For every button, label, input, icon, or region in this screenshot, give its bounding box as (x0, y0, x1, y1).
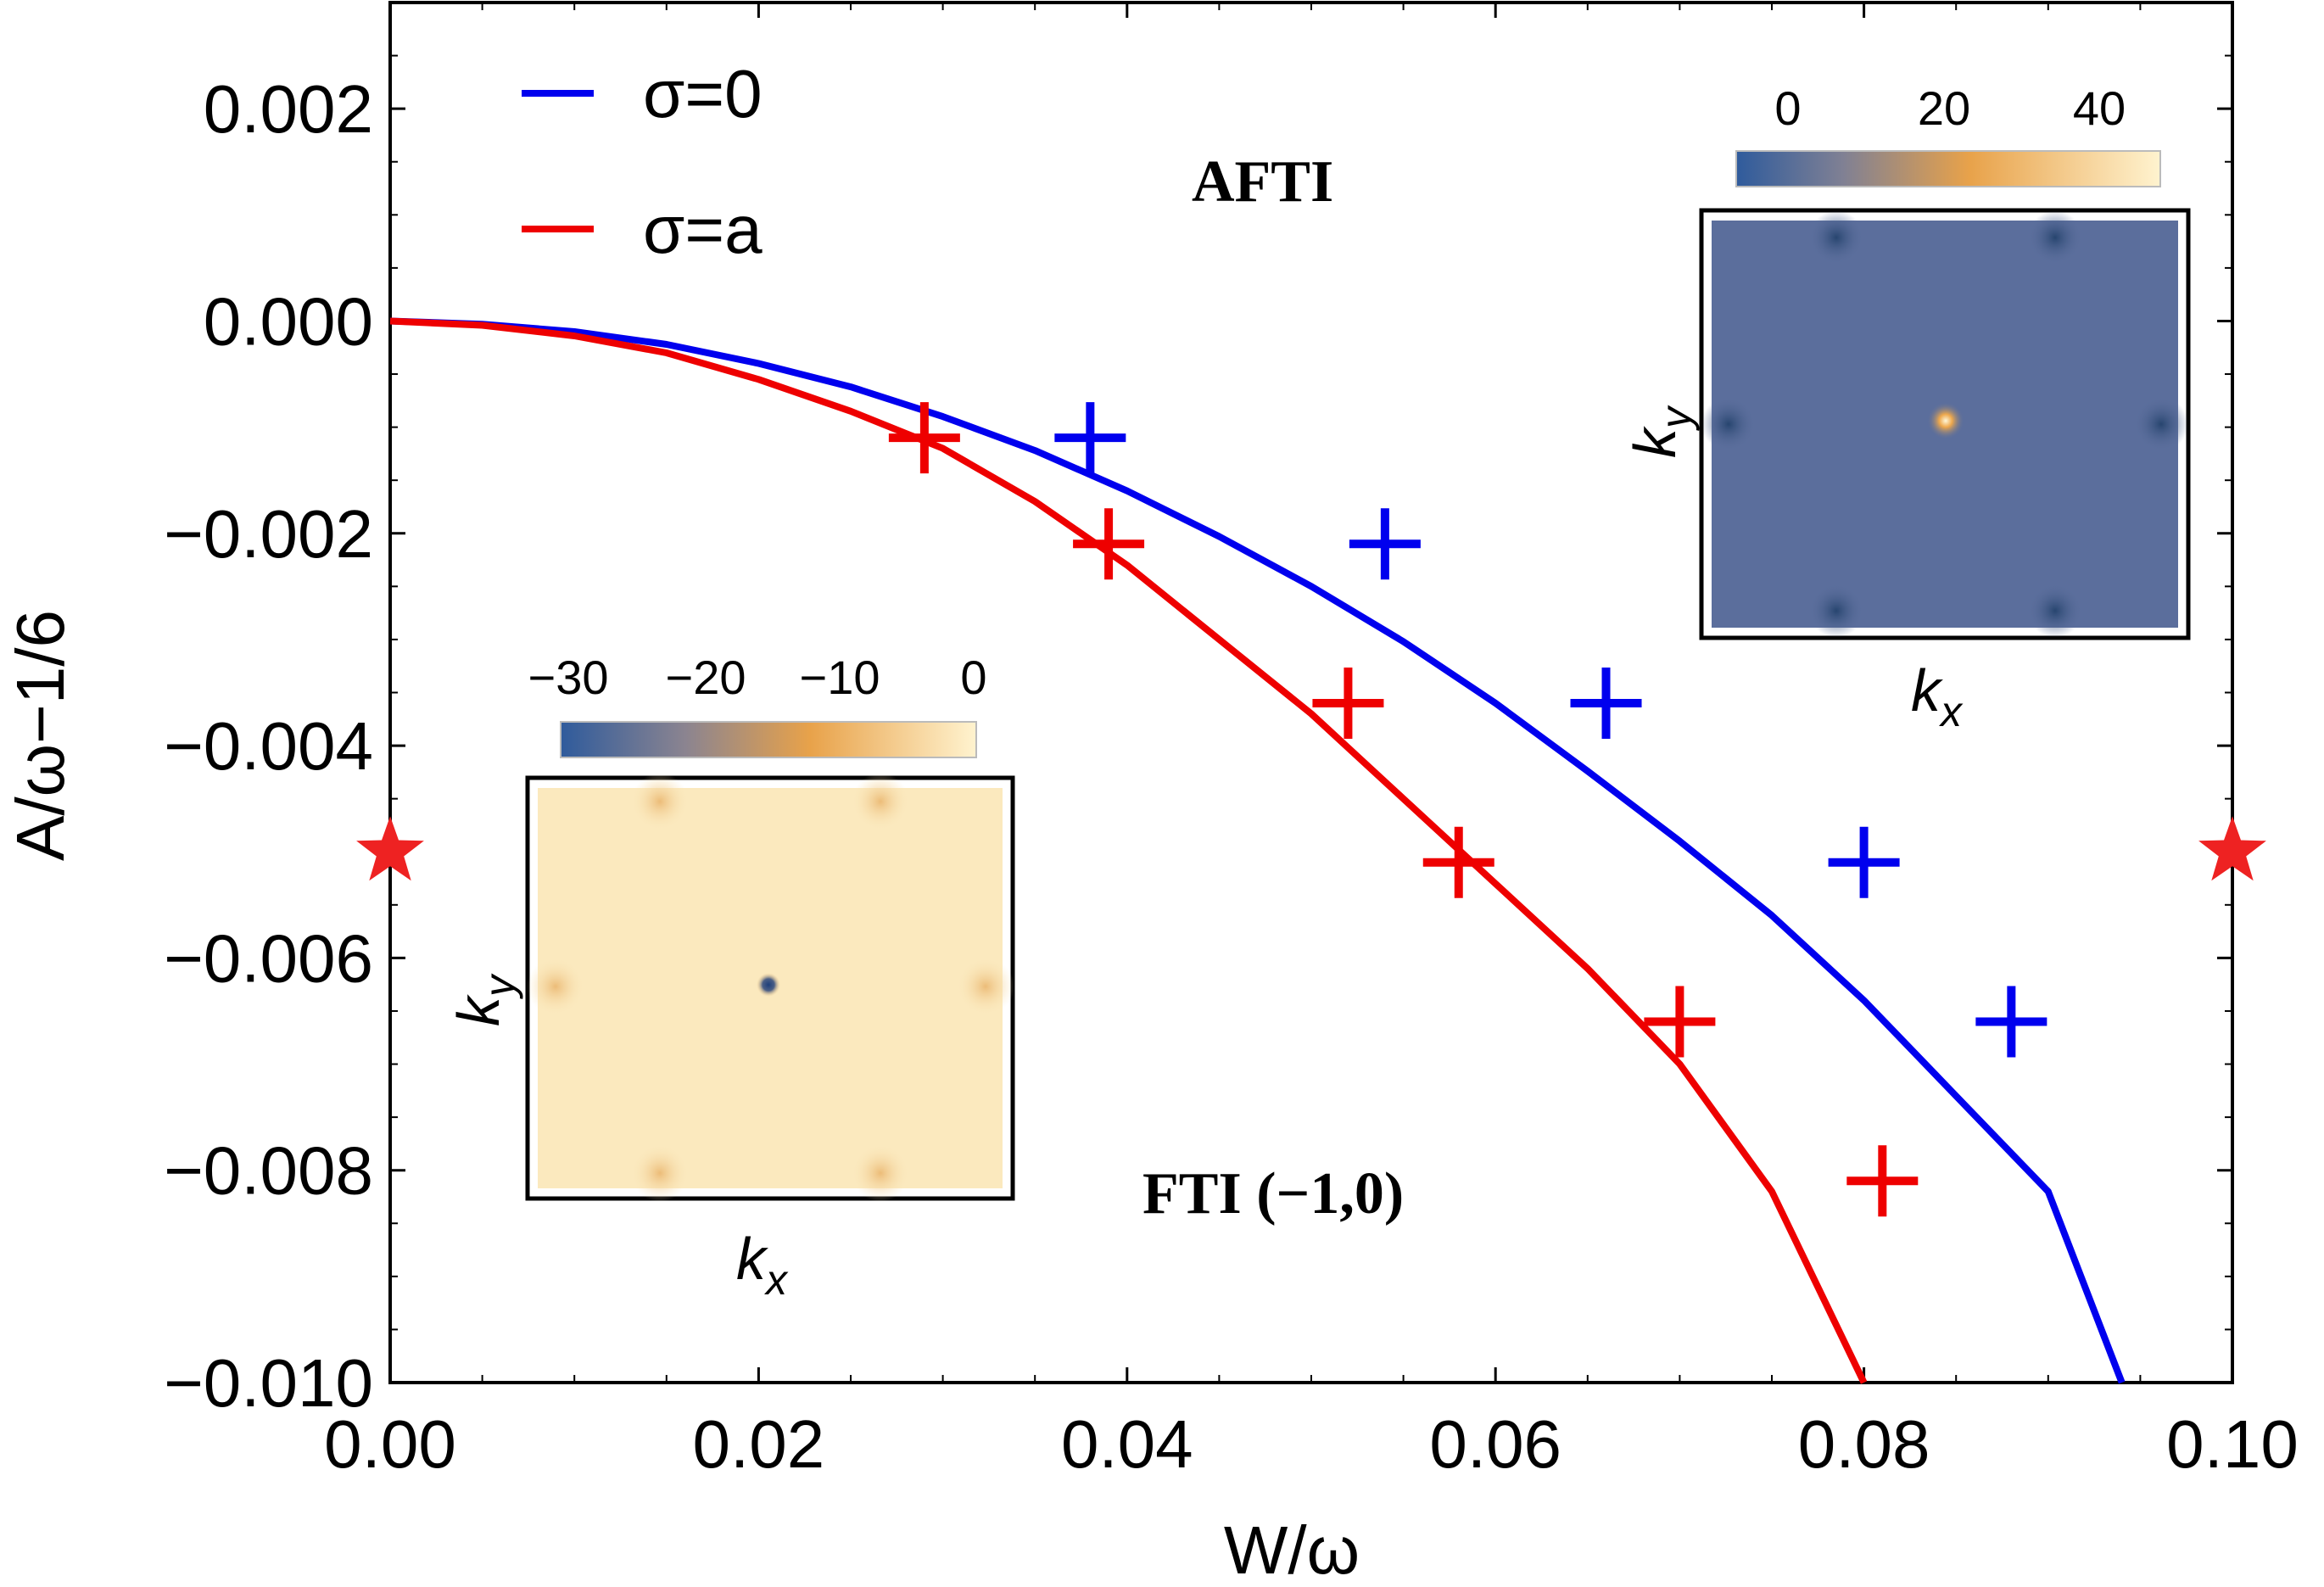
inset-afti-dark-spot (1809, 210, 1863, 265)
y-tick-label: 0.002 (204, 71, 373, 147)
x-tick-label: 0.08 (1798, 1406, 1930, 1482)
inset-fti-orange-spot (631, 773, 689, 830)
markers-layer (356, 402, 2266, 1217)
star-marker (2198, 816, 2266, 881)
x-tick-label: 0.10 (2166, 1406, 2299, 1482)
legend-label-sigma-a: σ=a (643, 192, 763, 267)
red-plus-marker (1073, 508, 1145, 580)
legend: σ=0 σ=a (522, 56, 763, 267)
inset-afti-cb-tick: 20 (1918, 81, 1970, 135)
blue-plus-marker (1349, 508, 1421, 580)
inset-afti-ylabel: ky (1622, 405, 1700, 458)
inset-afti-dark-spot (1701, 397, 1756, 451)
blue-plus-marker (1975, 986, 2047, 1058)
inset-afti-dark-spot (2134, 397, 2188, 451)
region-label-afti: AFTI (1192, 149, 1333, 215)
y-tick-label: −0.006 (164, 920, 373, 996)
red-plus-marker (1422, 826, 1494, 898)
series-lines (389, 317, 2126, 1384)
red-plus-marker (1846, 1145, 1919, 1217)
inset-fti-orange-spot (852, 773, 909, 830)
inset-fti-ylabel: ky (445, 973, 523, 1026)
blue-plus-marker (1054, 402, 1126, 474)
red-plus-marker (1312, 668, 1384, 740)
y-tick-label: −0.002 (164, 496, 373, 572)
inset-afti-dark-spot (2028, 210, 2082, 265)
inset-afti-dark-spot (1809, 584, 1863, 638)
y-tick-label: −0.004 (164, 708, 373, 784)
x-tick-label: 0.06 (1429, 1406, 1561, 1482)
inset-afti-cb-tick: 0 (1774, 81, 1801, 135)
inset-fti-dark-spot (757, 973, 780, 997)
region-label-fti: FTI (−1,0) (1142, 1161, 1404, 1227)
y-tick-label: 0.000 (204, 283, 373, 359)
blue-plus-marker (1828, 826, 1900, 898)
inset-fti-orange-spot (527, 958, 584, 1015)
inset-afti-dark-spot (2028, 584, 2082, 638)
inset-fti: −30 −20 −10 0 kx ky (445, 651, 1015, 1304)
series-line-sigma-0 (389, 317, 2126, 1384)
x-axis-label: W/ω (1224, 1512, 1360, 1587)
y-tick-label: −0.010 (164, 1345, 373, 1421)
inset-fti-cb-tick: −10 (800, 651, 880, 704)
inset-afti-xlabel: kx (1911, 657, 1964, 735)
y-axis-label: A/ω−1/6 (3, 610, 78, 861)
red-plus-marker (1644, 986, 1716, 1058)
series-line-sigma-a (389, 317, 1868, 1384)
inset-fti-xlabel: kx (736, 1226, 789, 1304)
inset-fti-orange-spot (852, 1144, 909, 1202)
inset-afti-bright-spot (1927, 402, 1964, 439)
inset-afti-cb-tick: 40 (2073, 81, 2126, 135)
x-tick-label: 0.04 (1061, 1406, 1193, 1482)
y-tick-label: −0.008 (164, 1133, 373, 1209)
inset-afti-colorbar (1735, 150, 2161, 187)
inset-fti-colorbar (560, 721, 977, 758)
axes-ticks: 0.00 0.02 0.04 0.06 0.08 0.10 0.002 0.000 −0.002… (164, 2, 2299, 1482)
red-plus-marker (888, 402, 960, 474)
inset-fti-cb-tick: −20 (666, 651, 746, 704)
inset-afti: 0 20 40 kx ky (1622, 81, 2191, 735)
inset-fti-cb-tick: 0 (960, 651, 986, 704)
inset-fti-orange-spot (957, 958, 1014, 1015)
x-tick-label: 0.02 (693, 1406, 825, 1482)
inset-fti-orange-spot (631, 1144, 689, 1202)
legend-label-sigma-0: σ=0 (643, 56, 763, 131)
star-marker (356, 816, 424, 881)
inset-fti-cb-tick: −30 (528, 651, 609, 704)
x-tick-label: 0.00 (324, 1406, 456, 1482)
blue-plus-marker (1570, 668, 1642, 740)
